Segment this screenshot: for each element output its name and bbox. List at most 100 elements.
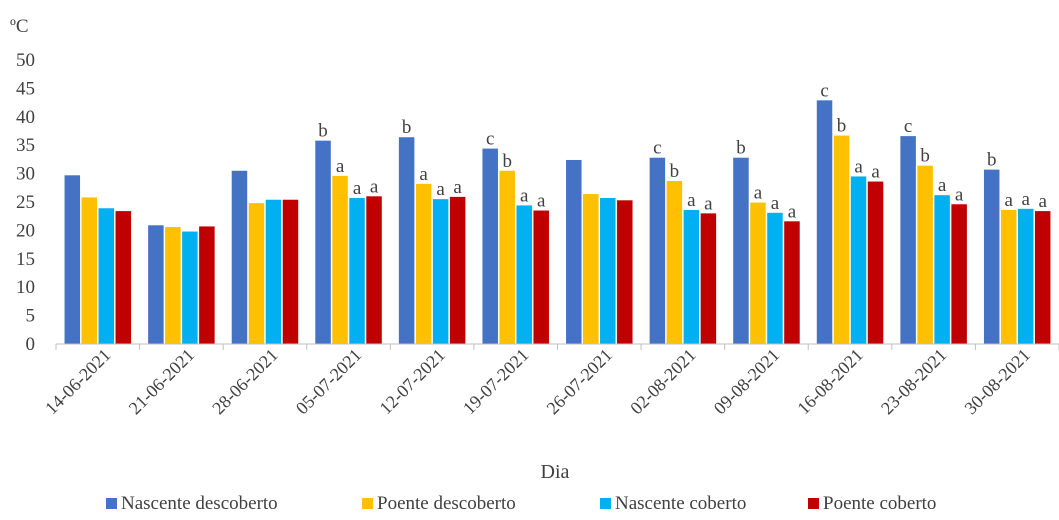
bar-letter-label: c	[904, 116, 912, 137]
legend-label: Poente descoberto	[377, 493, 516, 514]
bar	[64, 175, 81, 344]
x-axis-label: Dia	[541, 461, 570, 483]
bar-letter-label: b	[502, 151, 512, 172]
bar	[700, 213, 717, 344]
bar	[148, 225, 164, 344]
bar	[332, 175, 348, 344]
bar-letter-label: a	[871, 162, 880, 183]
y-tick-label: 15	[16, 249, 35, 270]
bar	[683, 209, 700, 344]
bar-letter-label: b	[736, 138, 746, 159]
bar	[432, 199, 449, 344]
y-tick-label: 20	[16, 220, 35, 241]
x-tick-label: 21-06-2021	[125, 345, 199, 419]
x-tick-label: 16-08-2021	[793, 345, 867, 419]
bar	[415, 183, 432, 344]
x-tick-label: 14-06-2021	[41, 345, 115, 419]
bar	[366, 196, 382, 344]
bar	[398, 137, 415, 344]
bar	[499, 170, 515, 344]
bar	[784, 221, 800, 344]
bar-letter-label: a	[436, 179, 445, 200]
bar	[833, 135, 850, 344]
legend-swatch	[600, 498, 611, 509]
bar	[850, 176, 867, 344]
bar	[248, 203, 265, 344]
bar	[1017, 208, 1034, 344]
bar	[349, 198, 365, 344]
bar-letter-label: a	[419, 164, 428, 185]
bar-letter-label: b	[670, 161, 680, 182]
bar	[449, 196, 466, 344]
bar	[81, 197, 98, 344]
bar-letter-label: a	[353, 178, 362, 199]
bar	[900, 136, 916, 344]
x-tick-label: 30-08-2021	[960, 345, 1034, 419]
bar	[516, 205, 532, 344]
y-tick-label: 30	[16, 164, 35, 185]
bar	[165, 226, 181, 344]
bar	[600, 198, 616, 344]
bar	[566, 159, 582, 344]
bar-letter-label: b	[837, 116, 847, 137]
bars	[64, 100, 1051, 344]
legend-label: Nascente coberto	[615, 493, 746, 514]
bar-letter-label: a	[754, 183, 763, 204]
bar	[867, 181, 884, 344]
bar	[115, 211, 132, 344]
bar	[917, 165, 933, 344]
bar-letter-label: b	[920, 146, 930, 167]
y-tick-label: 45	[16, 78, 35, 99]
x-axis: 14-06-2021 21-06-2021 28-06-2021 05-07-2021…	[41, 344, 1059, 418]
bar	[983, 169, 1000, 344]
bar	[767, 212, 783, 344]
bar-letter-label: a	[854, 156, 863, 177]
legend: Nascente descoberto Poente descoberto Nasc…	[106, 493, 936, 514]
bar	[315, 140, 331, 344]
bar-letter-label: a	[370, 176, 379, 197]
bar-letter-label: a	[453, 177, 462, 198]
legend-label: Nascente descoberto	[121, 493, 278, 514]
bar-letter-label: a	[788, 201, 797, 222]
bar-letter-label: a	[704, 193, 713, 214]
bar-letter-label: a	[955, 184, 964, 205]
x-tick-label: 28-06-2021	[208, 345, 282, 419]
bar	[282, 199, 299, 344]
bar-letter-label: a	[1004, 190, 1013, 211]
bar	[182, 231, 198, 344]
bar-letter-label: a	[537, 191, 546, 212]
bar	[231, 170, 248, 344]
bar	[583, 194, 599, 344]
bar	[934, 195, 950, 344]
bar-letter-label: c	[820, 80, 828, 101]
bar-letter-label: b	[402, 117, 412, 138]
y-tick-label: 40	[16, 107, 35, 128]
bar	[617, 200, 633, 344]
bar-letter-label: a	[336, 156, 345, 177]
bar	[98, 208, 115, 344]
x-tick-label: 12-07-2021	[375, 345, 449, 419]
y-axis: 0 5 10 15 20 25 30 35 40 45 50	[16, 50, 35, 355]
bar	[1034, 211, 1051, 344]
y-tick-label: 50	[16, 50, 35, 71]
bar	[199, 226, 215, 344]
bar	[951, 204, 967, 344]
y-tick-label: 0	[26, 334, 36, 355]
bar-letter-label: a	[771, 193, 780, 214]
x-tick-label: 02-08-2021	[626, 345, 700, 419]
bar-letter-label: c	[486, 129, 494, 150]
bar	[733, 157, 749, 344]
legend-swatch	[808, 498, 819, 509]
legend-label: Poente coberto	[823, 493, 936, 514]
bar-letter-label: a	[687, 190, 696, 211]
bar-letter-label: b	[987, 150, 997, 171]
x-tick-label: 23-08-2021	[877, 345, 951, 419]
bar-letter-label: c	[653, 138, 661, 159]
x-tick-label: 26-07-2021	[543, 345, 617, 419]
bar	[666, 180, 683, 344]
y-tick-label: 25	[16, 192, 35, 213]
bar-letter-label: b	[318, 121, 328, 142]
bar	[750, 202, 766, 344]
x-tick-label: 19-07-2021	[459, 345, 533, 419]
